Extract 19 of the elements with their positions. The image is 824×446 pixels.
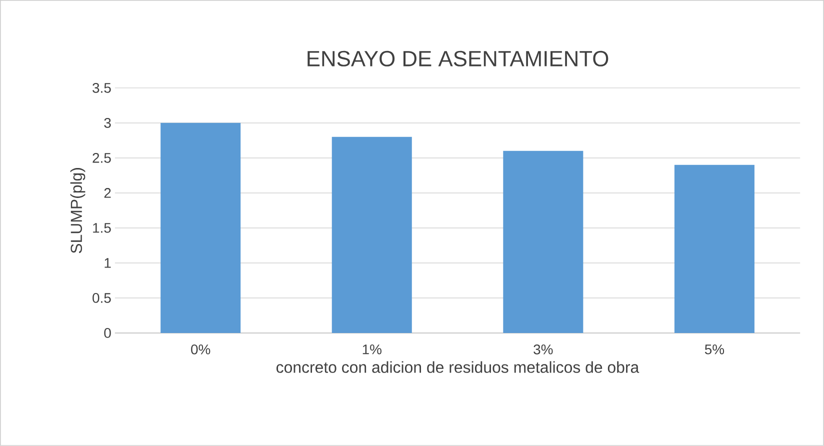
bar <box>674 164 754 334</box>
y-tick-label: 3.5 <box>92 83 111 93</box>
y-tick-label: 0.5 <box>92 293 111 303</box>
bar <box>503 150 584 334</box>
y-axis-title: SLUMP(plg) <box>70 168 86 254</box>
x-tick-label: 3% <box>534 344 553 354</box>
y-tick-label: 0 <box>104 328 111 338</box>
x-tick-label: 5% <box>704 344 724 354</box>
x-tick-label: 0% <box>191 344 210 354</box>
x-tick-label: 1% <box>362 344 382 354</box>
x-axis-title: concreto con adicion de residuos metalicos de obra <box>276 361 640 373</box>
y-tick-label: 2 <box>104 188 111 198</box>
y-tick-label: 2.5 <box>92 153 111 163</box>
y-tick-label: 1.5 <box>93 223 111 233</box>
chart-title: ENSAYO DE ASENTAMIENTO <box>308 50 608 66</box>
y-tick-label: 3 <box>104 118 111 128</box>
bar <box>332 136 412 334</box>
bar <box>160 122 241 334</box>
y-tick-label: 1 <box>104 258 111 268</box>
